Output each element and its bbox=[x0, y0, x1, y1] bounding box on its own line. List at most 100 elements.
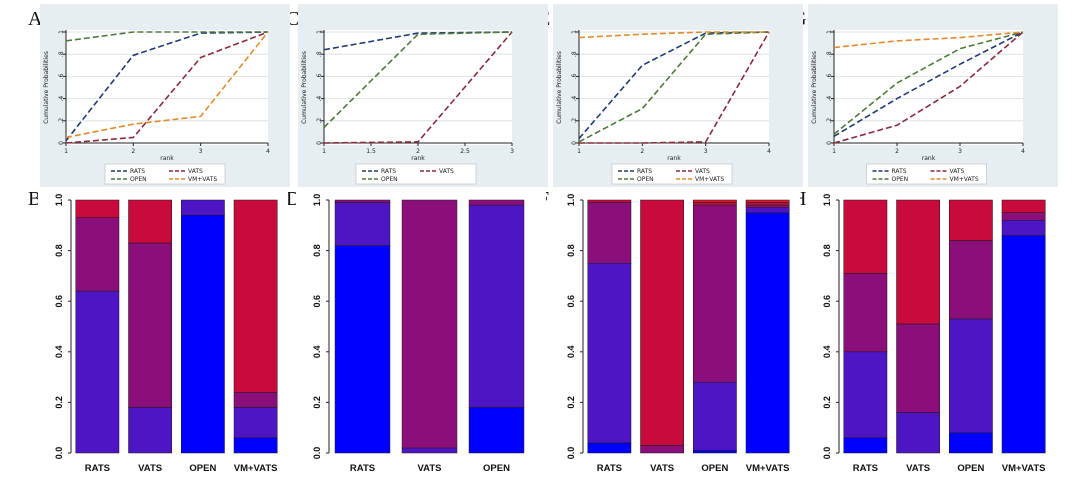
y-tick-label: 0.2 bbox=[312, 396, 322, 409]
x-tick-label-open: OPEN bbox=[957, 463, 984, 474]
y-tick-label: 1.0 bbox=[312, 194, 322, 207]
x-tick-label-rats: RATS bbox=[350, 463, 375, 474]
bar-segment-rats-rank-4 bbox=[587, 199, 632, 203]
bar-segment-vats-rank-2 bbox=[128, 407, 173, 454]
bar-segment-open-rank-3 bbox=[468, 199, 525, 206]
bar-chart-f: 0.0 0.2 0.4 0.6 0.8 1.0 RATS VATS OPEN VM+VATS bbox=[550, 190, 800, 480]
series-line-rats bbox=[65, 31, 269, 142]
x-tick-label-vats: VATS bbox=[418, 463, 442, 474]
y-tick-label: 0.8 bbox=[566, 244, 576, 257]
y-tick-label: 1.0 bbox=[566, 194, 576, 207]
series-line-vats bbox=[65, 31, 269, 144]
x-tick-label-vats: VATS bbox=[650, 463, 674, 474]
bar-segment-vm-vats-rank-2 bbox=[745, 207, 790, 213]
legend-label-open: OPEN bbox=[637, 176, 654, 183]
legend-label-rats: RATS bbox=[637, 168, 652, 175]
bar-segment-rats-rank-4 bbox=[843, 199, 888, 274]
legend-label-rats: RATS bbox=[381, 168, 396, 175]
y-tick-label: 0 bbox=[571, 141, 578, 145]
bar-chart-d: 0.0 0.2 0.4 0.6 0.8 1.0 RATS VATS OPEN bbox=[296, 190, 546, 480]
x-tick-label-open: OPEN bbox=[189, 463, 216, 474]
x-tick-label-vm-vats: VM+VATS bbox=[1002, 463, 1046, 474]
bar-segment-vm-vats-rank-3 bbox=[745, 204, 790, 208]
x-tick-label-rats: RATS bbox=[853, 463, 878, 474]
series-line-vm-vats bbox=[833, 31, 1024, 49]
bar-segment-vm-vats-rank-2 bbox=[1001, 219, 1046, 236]
x-tick-label: 3 bbox=[199, 148, 203, 155]
y-tick-label: 1 bbox=[316, 30, 323, 34]
y-axis-title: Cumulative Probabilities bbox=[43, 51, 50, 124]
y-tick-label: .2 bbox=[316, 118, 323, 124]
bar-segment-vats-rank-4 bbox=[896, 199, 941, 325]
legend-label-vm-vats: VM+VATS bbox=[695, 176, 724, 183]
x-tick-label-open: OPEN bbox=[701, 463, 728, 474]
y-tick-label: .6 bbox=[826, 73, 833, 79]
y-axis-title: Cumulative Probabilities bbox=[556, 51, 563, 124]
x-tick-label: 1 bbox=[577, 148, 581, 155]
bar-segment-open-rank-2 bbox=[692, 381, 737, 451]
y-tick-label: 0.4 bbox=[312, 346, 322, 359]
bar-segment-vats-rank-2 bbox=[896, 412, 941, 454]
x-tick-label: 2.5 bbox=[460, 148, 470, 155]
bar-segment-rats-rank-4 bbox=[75, 199, 120, 218]
y-tick-label: .8 bbox=[826, 51, 833, 57]
y-tick-label: 0.4 bbox=[822, 346, 832, 359]
bar-segment-rats-rank-3 bbox=[75, 217, 120, 292]
y-axis-title: Cumulative Probabilities bbox=[811, 51, 818, 124]
bar-segment-vats-rank-4 bbox=[128, 199, 173, 244]
bar-segment-rats-rank-2 bbox=[75, 290, 120, 454]
y-tick-label: 0.2 bbox=[54, 396, 64, 409]
bar-segment-vm-vats-rank-4 bbox=[1001, 199, 1046, 213]
bar-segment-rats-rank-1 bbox=[587, 442, 632, 454]
y-tick-label: 0.0 bbox=[822, 447, 832, 460]
legend-label-open: OPEN bbox=[892, 176, 909, 183]
legend-label-vats: VATS bbox=[695, 168, 710, 175]
legend-label-vm-vats: VM+VATS bbox=[950, 176, 979, 183]
bar-segment-vm-vats-rank-1 bbox=[1001, 235, 1046, 454]
bar-segment-rats-rank-2 bbox=[843, 351, 888, 439]
plot-area bbox=[324, 30, 512, 145]
y-tick-label: 1 bbox=[571, 30, 578, 34]
legend-label-open: OPEN bbox=[130, 176, 147, 183]
bar-segment-vm-vats-rank-4 bbox=[745, 202, 790, 206]
y-tick-label: 0.4 bbox=[54, 346, 64, 359]
y-tick-label: .6 bbox=[571, 73, 578, 79]
y-tick-label: .2 bbox=[571, 118, 578, 124]
y-tick-label: 1 bbox=[58, 30, 65, 34]
bar-segment-vats-rank-3 bbox=[640, 445, 685, 454]
x-tick-label-vm-vats: VM+VATS bbox=[746, 463, 790, 474]
bar-segment-open-rank-1 bbox=[468, 407, 525, 454]
legend-label-vats: VATS bbox=[439, 168, 454, 175]
legend-box bbox=[611, 163, 733, 185]
y-tick-label: .4 bbox=[58, 96, 65, 102]
bar-segment-open-rank-5 bbox=[692, 199, 737, 203]
x-tick-label: 1.5 bbox=[366, 148, 376, 155]
legend-box bbox=[104, 163, 226, 185]
bar-segment-rats-rank-2 bbox=[587, 263, 632, 444]
bar-segment-open-rank-1 bbox=[948, 432, 993, 454]
y-tick-label: .4 bbox=[316, 96, 323, 102]
y-tick-label: .8 bbox=[58, 51, 65, 57]
series-line-rats bbox=[833, 31, 1024, 138]
bar-segment-vm-vats-rank-4 bbox=[233, 199, 278, 393]
bar-segment-vats-rank-4 bbox=[640, 199, 685, 446]
legend-label-vats: VATS bbox=[188, 168, 203, 175]
bar-segment-open-rank-4 bbox=[692, 202, 737, 206]
bar-segment-vm-vats-rank-1 bbox=[233, 437, 278, 454]
x-axis-title: rank bbox=[411, 155, 425, 162]
bar-chart-h: 0.0 0.2 0.4 0.6 0.8 1.0 RATS VATS OPEN VM+VATS bbox=[806, 190, 1056, 480]
y-tick-label: 0.8 bbox=[54, 244, 64, 257]
series-line-vm-vats bbox=[578, 31, 769, 39]
y-tick-label: 0.6 bbox=[54, 295, 64, 308]
x-tick-label: 3 bbox=[704, 148, 708, 155]
legend-box bbox=[866, 163, 987, 185]
x-tick-label: 2 bbox=[895, 148, 899, 155]
series-line-open bbox=[65, 31, 268, 42]
line-chart-g: 0 .2 .4 .6 .8 1 1 2 3 4 rank Cumulative Probabiliti… bbox=[808, 4, 1058, 187]
y-tick-label: 0.2 bbox=[566, 396, 576, 409]
x-tick-label-vats: VATS bbox=[906, 463, 930, 474]
bar-segment-vm-vats-rank-3 bbox=[1001, 212, 1046, 221]
bar-segment-open-rank-1 bbox=[180, 214, 225, 454]
series-line-vats bbox=[833, 31, 1024, 144]
y-tick-label: 0.4 bbox=[566, 346, 576, 359]
